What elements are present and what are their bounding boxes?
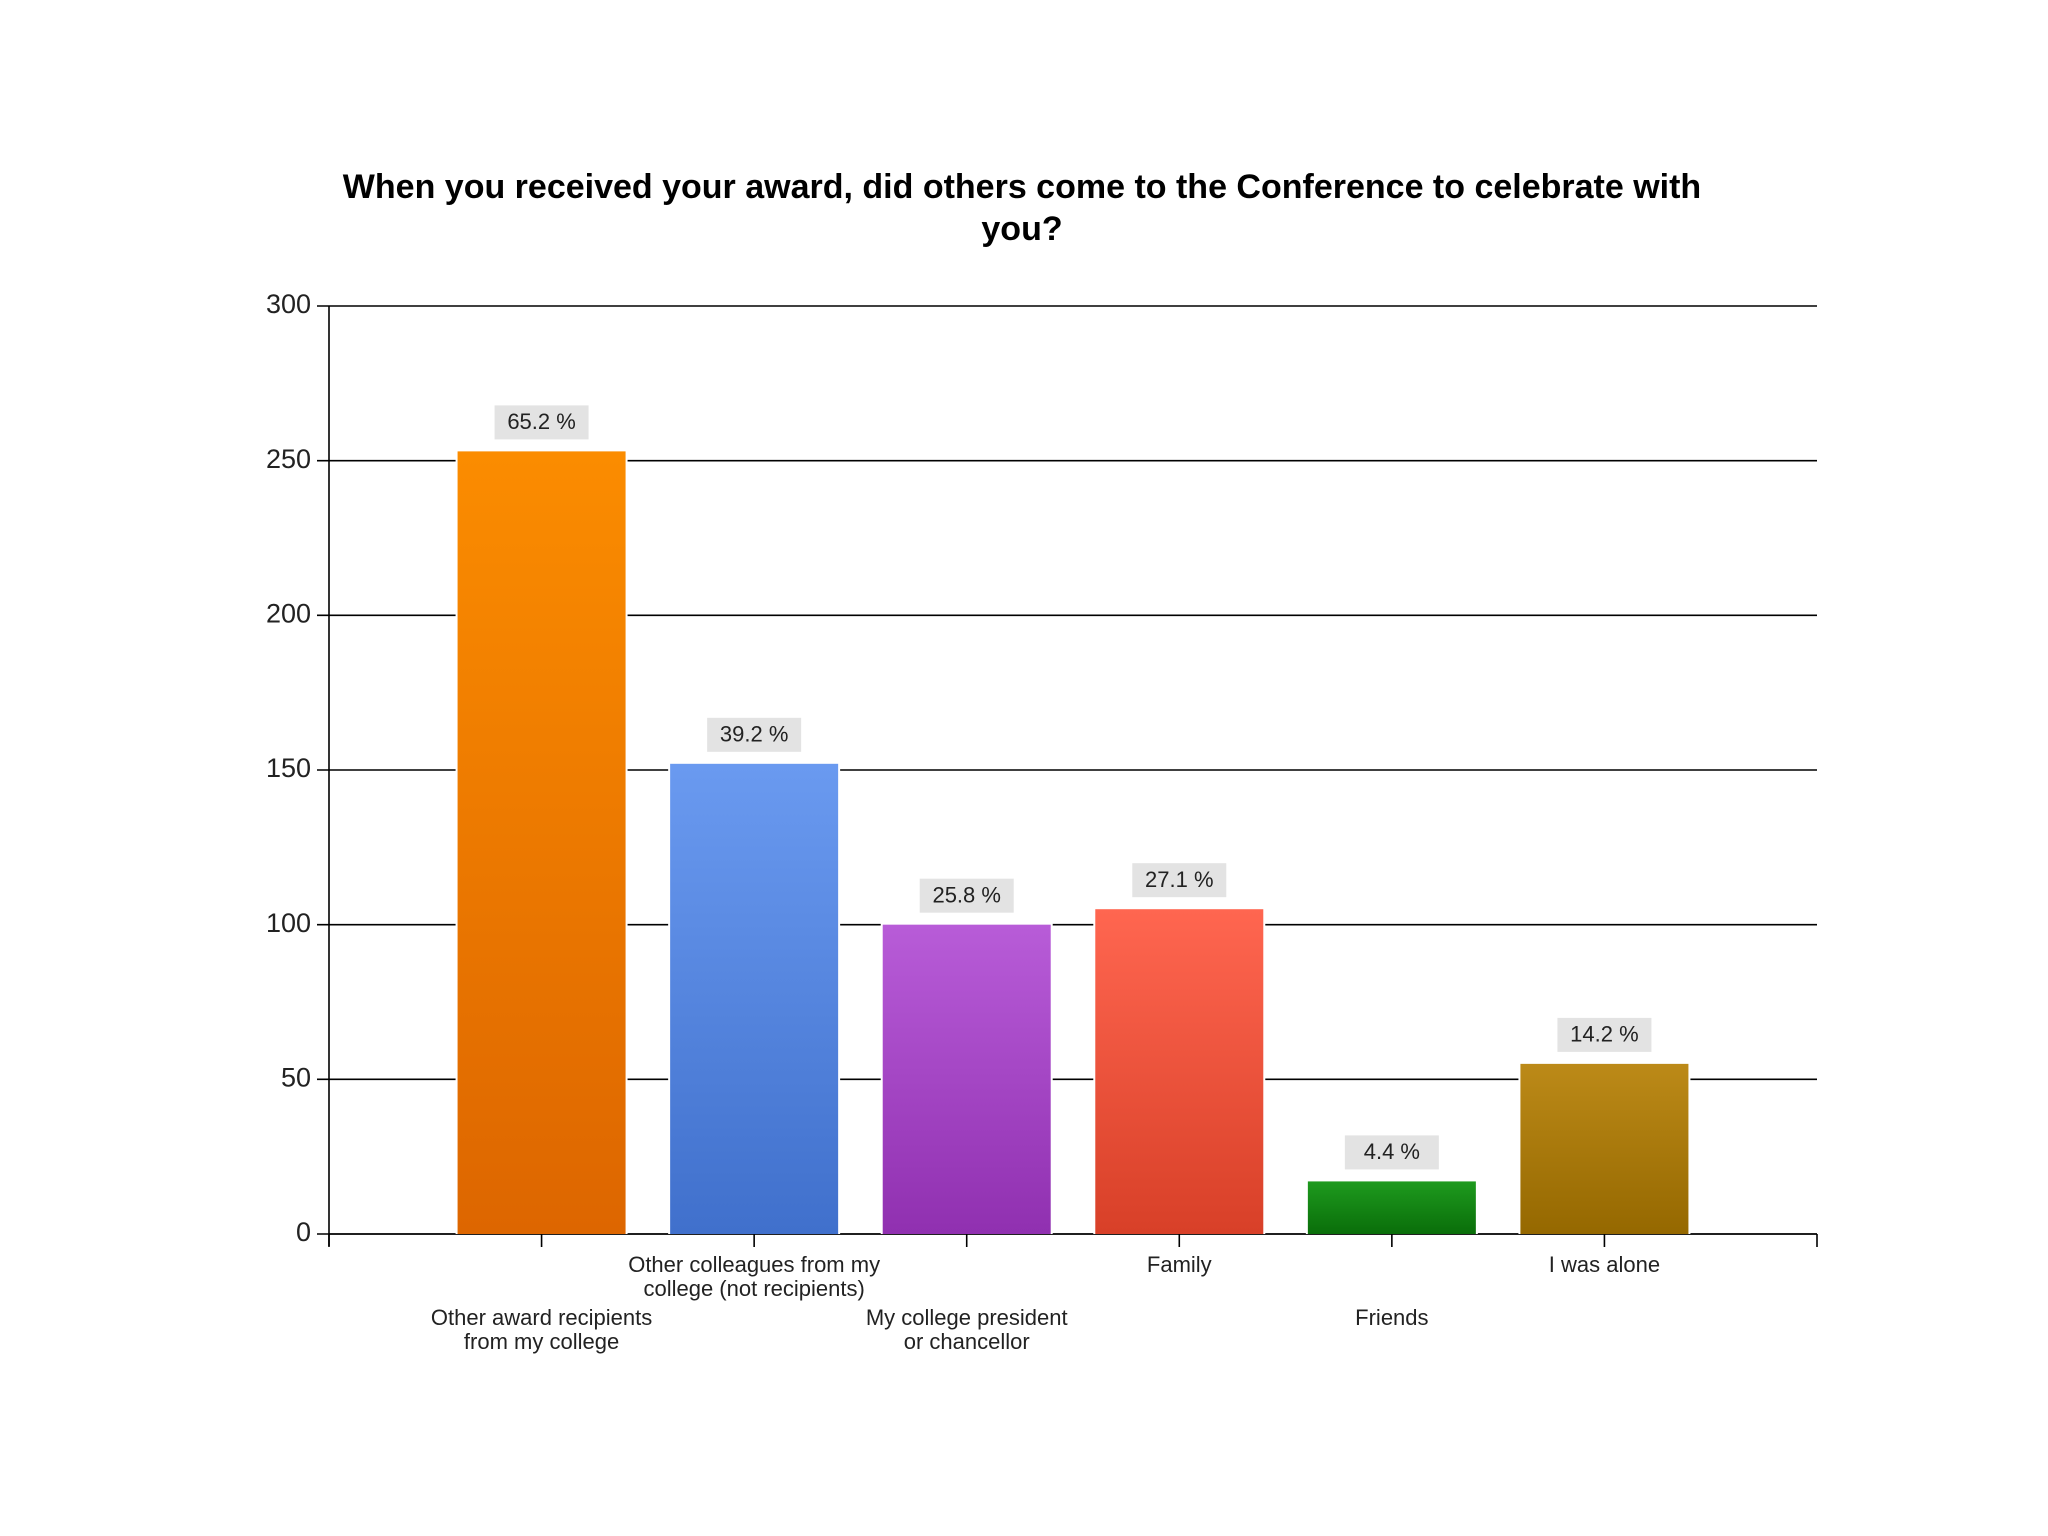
y-tick-label: 150 (266, 753, 311, 783)
data-label-box (1344, 1135, 1439, 1170)
category-label: Other award recipients (431, 1305, 652, 1330)
chart-title-line-2: you? (981, 210, 1062, 248)
y-tick-label: 250 (266, 444, 311, 474)
category-label: Other colleagues from my (628, 1252, 880, 1277)
category-label: My college president (866, 1305, 1068, 1330)
data-label-box (707, 717, 802, 752)
data-label: 25.8 % (932, 882, 1001, 907)
data-label-box (494, 405, 589, 440)
y-tick-label: 200 (266, 598, 311, 628)
chart-title-line-1: When you received your award, did others… (343, 168, 1701, 206)
bar (1520, 1063, 1689, 1234)
y-tick-label: 50 (281, 1062, 311, 1092)
bar (882, 924, 1051, 1234)
bar (1307, 1181, 1476, 1234)
bar (457, 451, 626, 1234)
data-label: 27.1 % (1145, 867, 1214, 892)
bar (1095, 909, 1264, 1234)
data-label-box (919, 878, 1014, 913)
bars (455, 449, 1691, 1234)
category-label: college (not recipients) (643, 1276, 864, 1301)
labels: 0 50 100 150 200 250 300 65.2 % Other award reci… (266, 289, 1660, 1354)
data-label-box (1132, 863, 1227, 898)
category-label: or chancellor (904, 1329, 1030, 1354)
category-label: I was alone (1549, 1252, 1660, 1277)
data-label: 39.2 % (720, 722, 789, 747)
category-label: Family (1147, 1252, 1212, 1277)
data-label: 65.2 % (507, 409, 576, 434)
bar (670, 763, 839, 1234)
category-label: Friends (1355, 1305, 1428, 1330)
y-tick-label: 0 (296, 1217, 311, 1247)
y-tick-label: 100 (266, 908, 311, 938)
y-tick-label: 300 (266, 289, 311, 319)
data-label: 14.2 % (1570, 1022, 1639, 1047)
data-label: 4.4 % (1364, 1139, 1420, 1164)
data-label-box (1557, 1017, 1652, 1052)
category-label: from my college (464, 1329, 619, 1354)
